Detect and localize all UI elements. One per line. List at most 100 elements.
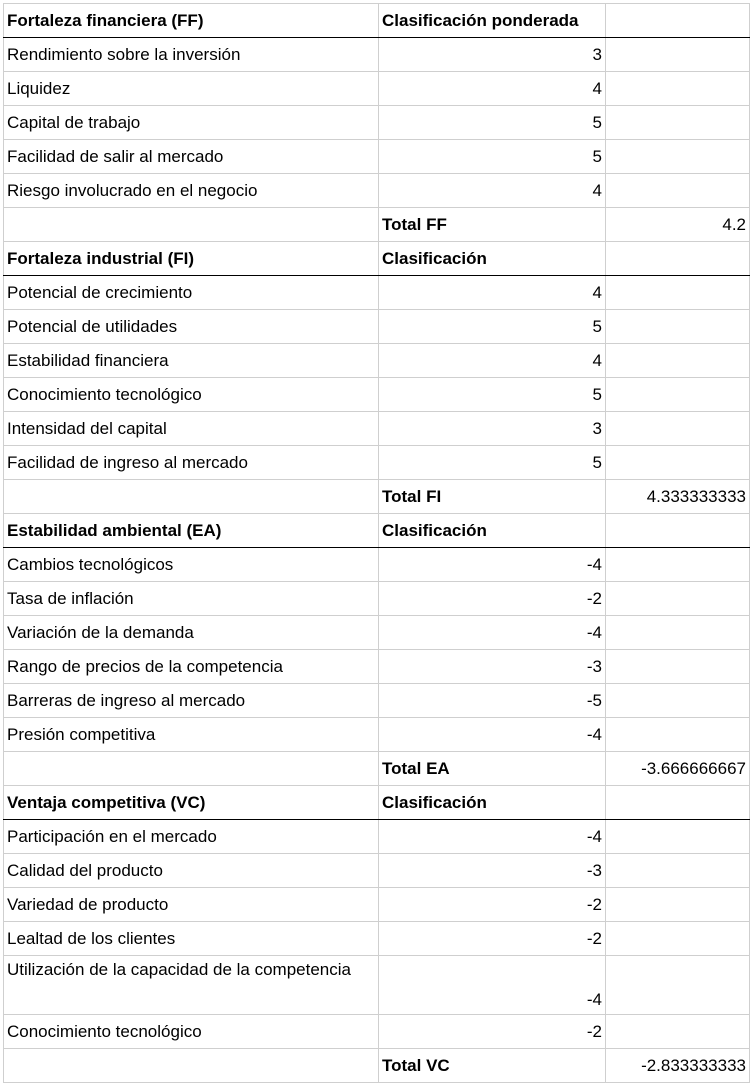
rating-value-cell[interactable]: -4 (378, 547, 606, 582)
rating-value-cell[interactable]: 5 (378, 139, 606, 174)
empty-cell[interactable] (605, 377, 750, 412)
empty-cell[interactable] (3, 751, 379, 786)
factor-label-cell[interactable]: Potencial de utilidades (3, 309, 379, 344)
rating-value-cell[interactable]: -2 (378, 921, 606, 956)
rating-value-cell[interactable]: 3 (378, 411, 606, 446)
empty-cell[interactable] (605, 955, 750, 1015)
factor-label-cell[interactable]: Cambios tecnológicos (3, 547, 379, 582)
factor-label-cell[interactable]: Calidad del producto (3, 853, 379, 888)
rating-value-cell[interactable]: 3 (378, 37, 606, 72)
rating-value-cell[interactable]: 5 (378, 445, 606, 480)
factor-label-cell[interactable]: Liquidez (3, 71, 379, 106)
factor-label-cell[interactable]: Intensidad del capital (3, 411, 379, 446)
empty-cell[interactable] (605, 105, 750, 140)
rating-value-cell[interactable]: 4 (378, 275, 606, 310)
table-row: Tasa de inflación -2 (3, 581, 750, 616)
factor-label-cell[interactable]: Rango de precios de la competencia (3, 649, 379, 684)
empty-cell[interactable] (605, 309, 750, 344)
empty-cell[interactable] (3, 207, 379, 242)
empty-cell[interactable] (605, 887, 750, 922)
empty-cell[interactable] (605, 921, 750, 956)
factor-label-cell[interactable]: Participación en el mercado (3, 819, 379, 854)
factor-label-cell[interactable]: Variación de la demanda (3, 615, 379, 650)
table-row: Rango de precios de la competencia -3 (3, 649, 750, 684)
table-row: Potencial de crecimiento 4 (3, 275, 750, 310)
empty-cell[interactable] (605, 649, 750, 684)
total-row: Total FF 4.2 (3, 207, 750, 242)
empty-cell[interactable] (605, 717, 750, 752)
empty-cell[interactable] (605, 819, 750, 854)
empty-cell[interactable] (605, 275, 750, 310)
empty-cell[interactable] (605, 139, 750, 174)
section-header-cell[interactable]: Fortaleza financiera (FF) (3, 3, 379, 38)
empty-cell[interactable] (3, 1048, 379, 1083)
factor-label-cell[interactable]: Presión competitiva (3, 717, 379, 752)
column-header-cell[interactable]: Clasificación ponderada (378, 3, 606, 38)
rating-value-cell[interactable]: 5 (378, 105, 606, 140)
rating-value-cell[interactable]: -4 (378, 615, 606, 650)
factor-label-cell[interactable]: Estabilidad financiera (3, 343, 379, 378)
rating-value-cell[interactable]: -3 (378, 853, 606, 888)
total-value-cell[interactable]: -2.833333333 (605, 1048, 750, 1083)
empty-cell[interactable] (605, 241, 750, 276)
empty-cell[interactable] (3, 479, 379, 514)
rating-value-cell[interactable]: -2 (378, 1014, 606, 1049)
rating-value-cell[interactable]: 4 (378, 343, 606, 378)
total-value-cell[interactable]: 4.333333333 (605, 479, 750, 514)
rating-value-cell[interactable]: 4 (378, 173, 606, 208)
factor-label-cell[interactable]: Conocimiento tecnológico (3, 1014, 379, 1049)
empty-cell[interactable] (605, 37, 750, 72)
factor-label-cell[interactable]: Conocimiento tecnológico (3, 377, 379, 412)
empty-cell[interactable] (605, 71, 750, 106)
total-value-cell[interactable]: -3.666666667 (605, 751, 750, 786)
factor-label-cell[interactable]: Barreras de ingreso al mercado (3, 683, 379, 718)
total-label-cell[interactable]: Total EA (378, 751, 606, 786)
empty-cell[interactable] (605, 411, 750, 446)
section-header-cell[interactable]: Fortaleza industrial (FI) (3, 241, 379, 276)
factor-label-cell[interactable]: Utilización de la capacidad de la compet… (3, 955, 379, 1015)
rating-value-cell[interactable]: -4 (378, 717, 606, 752)
empty-cell[interactable] (605, 343, 750, 378)
empty-cell[interactable] (605, 547, 750, 582)
factor-label-cell[interactable]: Facilidad de salir al mercado (3, 139, 379, 174)
factor-label-cell[interactable]: Facilidad de ingreso al mercado (3, 445, 379, 480)
factor-label-cell[interactable]: Lealtad de los clientes (3, 921, 379, 956)
empty-cell[interactable] (605, 3, 750, 38)
empty-cell[interactable] (605, 683, 750, 718)
total-label-cell[interactable]: Total FF (378, 207, 606, 242)
empty-cell[interactable] (605, 615, 750, 650)
factor-label-cell[interactable]: Capital de trabajo (3, 105, 379, 140)
section-header-cell[interactable]: Estabilidad ambiental (EA) (3, 513, 379, 548)
section-header-cell[interactable]: Ventaja competitiva (VC) (3, 785, 379, 820)
empty-cell[interactable] (605, 785, 750, 820)
empty-cell[interactable] (605, 1014, 750, 1049)
empty-cell[interactable] (605, 513, 750, 548)
column-header-cell[interactable]: Clasificación (378, 513, 606, 548)
empty-cell[interactable] (605, 445, 750, 480)
empty-cell[interactable] (605, 173, 750, 208)
rating-value-cell[interactable]: -5 (378, 683, 606, 718)
factor-label-cell[interactable]: Potencial de crecimiento (3, 275, 379, 310)
rating-value-cell[interactable]: -3 (378, 649, 606, 684)
table-row: Capital de trabajo 5 (3, 105, 750, 140)
rating-value-cell[interactable]: 4 (378, 71, 606, 106)
rating-value-cell[interactable]: -4 (378, 955, 606, 1015)
spreadsheet-table: Fortaleza financiera (FF) Clasificación p… (3, 3, 750, 1083)
total-label-cell[interactable]: Total VC (378, 1048, 606, 1083)
rating-value-cell[interactable]: -2 (378, 887, 606, 922)
total-value-cell[interactable]: 4.2 (605, 207, 750, 242)
column-header-cell[interactable]: Clasificación (378, 785, 606, 820)
empty-cell[interactable] (605, 581, 750, 616)
rating-value-cell[interactable]: -4 (378, 819, 606, 854)
column-header-cell[interactable]: Clasificación (378, 241, 606, 276)
factor-label-cell[interactable]: Tasa de inflación (3, 581, 379, 616)
rating-value-cell[interactable]: 5 (378, 377, 606, 412)
factor-label-cell[interactable]: Variedad de producto (3, 887, 379, 922)
section-header-row: Fortaleza financiera (FF) Clasificación p… (3, 3, 750, 38)
empty-cell[interactable] (605, 853, 750, 888)
rating-value-cell[interactable]: 5 (378, 309, 606, 344)
factor-label-cell[interactable]: Riesgo involucrado en el negocio (3, 173, 379, 208)
factor-label-cell[interactable]: Rendimiento sobre la inversión (3, 37, 379, 72)
total-label-cell[interactable]: Total FI (378, 479, 606, 514)
rating-value-cell[interactable]: -2 (378, 581, 606, 616)
